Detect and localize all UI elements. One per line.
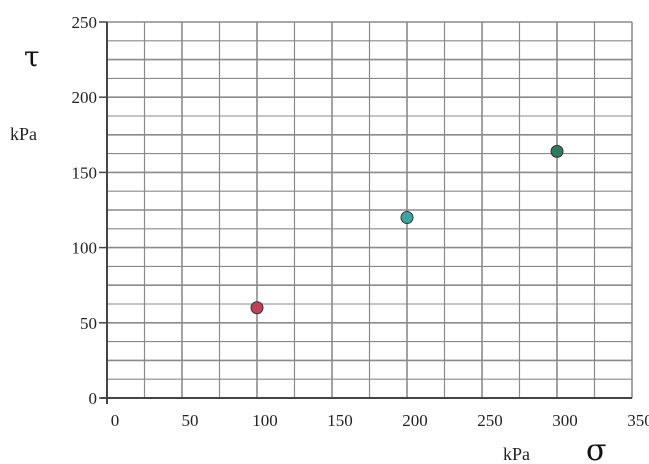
grid — [106, 21, 633, 399]
x-tick-label: 150 — [327, 411, 353, 430]
x-tick-labels: 0 50 100 150 200 250 300 350 — [111, 411, 649, 430]
data-point — [550, 144, 564, 158]
x-tick-label: 350 — [627, 411, 649, 430]
x-tick-label: 0 — [111, 411, 120, 430]
x-tick-label: 100 — [252, 411, 278, 430]
x-tick-label: 250 — [477, 411, 503, 430]
y-tick-label: 100 — [72, 239, 98, 258]
y-axis-unit: kPa — [10, 124, 37, 144]
x-axis-unit: kPa — [503, 444, 530, 464]
axes — [99, 21, 632, 404]
y-tick-label: 150 — [72, 163, 98, 182]
data-point — [250, 301, 264, 315]
x-tick-label: 300 — [552, 411, 578, 430]
y-tick-labels: 0 50 100 150 200 250 — [72, 13, 98, 408]
x-tick-label: 200 — [402, 411, 428, 430]
y-tick-label: 250 — [72, 13, 98, 32]
y-tick-label: 200 — [72, 88, 98, 107]
y-axis-symbol: τ — [24, 40, 40, 73]
x-tick-label: 50 — [182, 411, 199, 430]
data-points — [250, 144, 564, 315]
y-tick-label: 50 — [80, 314, 97, 333]
y-tick-label: 0 — [89, 389, 98, 408]
x-axis-symbol: σ — [586, 433, 606, 464]
data-point — [400, 211, 414, 225]
